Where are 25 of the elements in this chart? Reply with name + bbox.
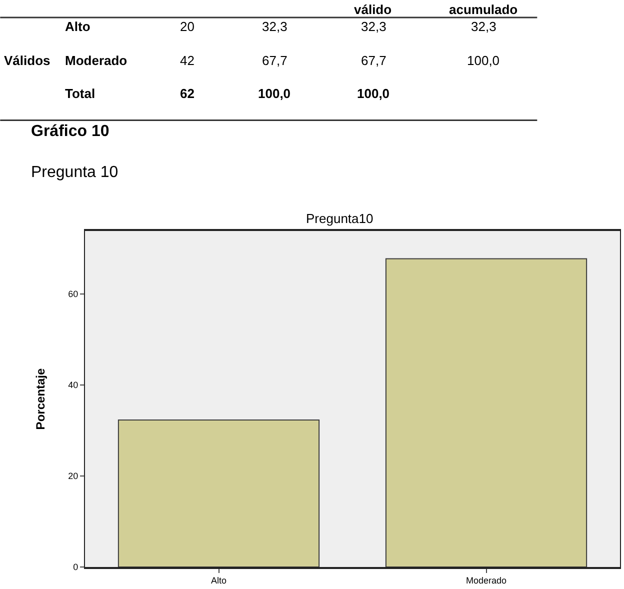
- text: 67,7: [361, 53, 386, 68]
- text: 42: [180, 53, 194, 68]
- text: 32,3: [361, 19, 386, 34]
- text: Alto: [65, 19, 90, 34]
- y-tick-label: 20: [68, 471, 78, 482]
- text: 20: [180, 19, 194, 34]
- text: Total: [65, 86, 96, 101]
- text: Moderado: [65, 53, 128, 68]
- text: Válidos: [4, 53, 50, 68]
- chart-title: Pregunta10: [306, 211, 374, 226]
- text: 100,0: [467, 53, 500, 68]
- text: acumulado: [449, 2, 518, 17]
- text: 32,3: [262, 19, 288, 34]
- text: 62: [180, 86, 194, 101]
- text: Gráfico 10: [31, 123, 110, 140]
- text: 32,3: [471, 19, 496, 34]
- text: válido: [354, 2, 392, 17]
- y-tick-label: 40: [68, 380, 78, 390]
- y-axis-title: Porcentaje: [33, 368, 48, 430]
- y-tick-label: 0: [73, 562, 78, 572]
- text: 67,7: [262, 53, 288, 68]
- text: 100,0: [357, 86, 390, 101]
- text: Pregunta 10: [31, 164, 118, 181]
- y-tick-label: 60: [68, 288, 78, 299]
- text: 100,0: [258, 86, 291, 101]
